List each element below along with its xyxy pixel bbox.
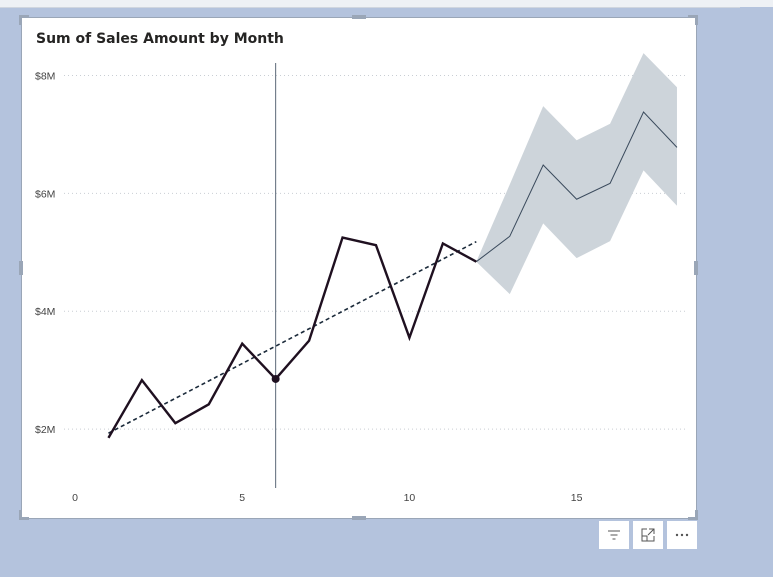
- resize-handle-top-left[interactable]: [19, 15, 29, 18]
- trend-line: [108, 240, 477, 434]
- filter-button[interactable]: [599, 521, 629, 549]
- line-chart-plot[interactable]: $2M $4M $6M $8M 0 5 10 15: [22, 18, 696, 518]
- resize-handle-bottom-left-v[interactable]: [19, 510, 22, 520]
- x-tick-label: 5: [239, 492, 245, 504]
- resize-handle-bottom-right-v[interactable]: [695, 510, 698, 520]
- actual-sales-line: [107, 236, 477, 439]
- resize-handle-bottom[interactable]: [352, 516, 366, 520]
- resize-handle-top-right[interactable]: [688, 15, 698, 18]
- forecast-confidence-band: [476, 53, 677, 295]
- y-tick-label: $6M: [35, 188, 55, 200]
- top-bar: [0, 0, 773, 7]
- resize-handle-top-left-v[interactable]: [19, 15, 22, 25]
- x-tick-label: 0: [72, 492, 78, 504]
- more-options-button[interactable]: [667, 521, 697, 549]
- focus-mode-icon: [641, 528, 655, 542]
- resize-handle-left[interactable]: [19, 261, 23, 275]
- resize-handle-top[interactable]: [352, 15, 366, 19]
- y-tick-label: $4M: [35, 306, 55, 318]
- filter-icon: [608, 530, 620, 540]
- resize-handle-bottom-left[interactable]: [19, 517, 29, 520]
- highlighted-data-point: [271, 374, 280, 383]
- visual-header-toolbar: [599, 521, 698, 549]
- chart-title: Sum of Sales Amount by Month: [36, 31, 284, 47]
- resize-handle-bottom-right[interactable]: [688, 517, 698, 520]
- y-tick-label: $8M: [35, 70, 55, 82]
- more-options-icon: [675, 533, 689, 537]
- resize-handle-right[interactable]: [694, 261, 698, 275]
- resize-handle-top-right-v[interactable]: [695, 15, 698, 25]
- top-bar-divider: [0, 7, 740, 8]
- x-tick-label: 15: [571, 492, 583, 504]
- y-tick-label: $2M: [35, 424, 55, 436]
- forecast-line: [476, 111, 678, 263]
- focus-mode-button[interactable]: [633, 521, 663, 549]
- line-chart-visual[interactable]: Sum of Sales Amount by Month $2M $4M $6M $8…: [21, 17, 697, 519]
- x-tick-label: 10: [404, 492, 416, 504]
